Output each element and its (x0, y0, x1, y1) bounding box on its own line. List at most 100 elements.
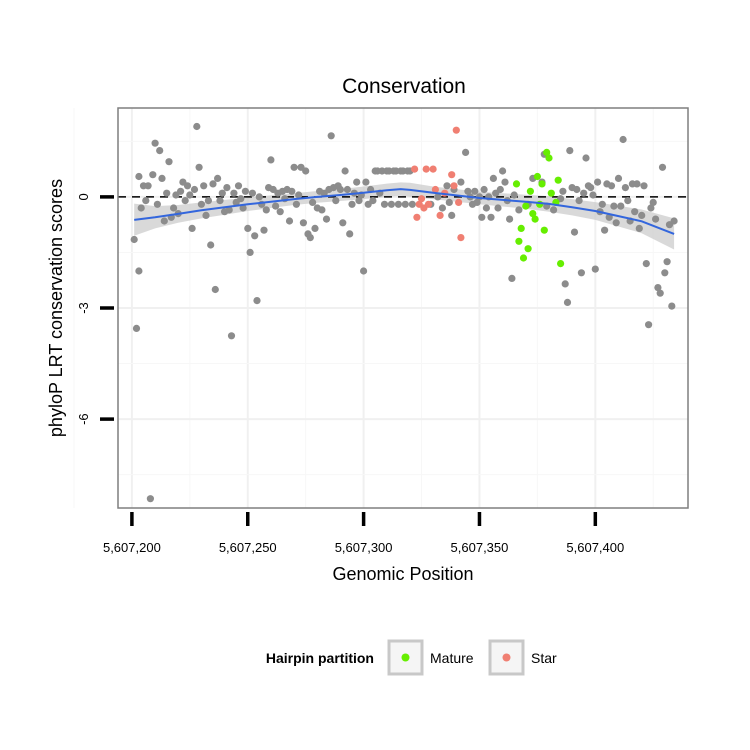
other-point (130, 235, 138, 244)
other-point (195, 163, 203, 171)
other-point (566, 147, 574, 155)
other-point (489, 174, 497, 182)
other-point (251, 232, 259, 240)
mature-point (512, 180, 521, 188)
other-point (135, 172, 143, 181)
plot-border (117, 107, 689, 509)
other-point (445, 198, 453, 206)
other-point (401, 200, 409, 208)
other-point (188, 224, 196, 232)
other-point (244, 224, 252, 232)
other-point (267, 156, 275, 164)
mature-point (554, 176, 562, 184)
other-point (209, 180, 217, 188)
other-point (438, 204, 446, 212)
mature-point (519, 254, 528, 262)
other-point (457, 178, 465, 186)
other-point (443, 182, 451, 190)
other-point (353, 178, 361, 186)
x-axis: 5,607,200 5,607,250 5,607,300 5,607,350 5,60… (103, 512, 624, 555)
other-point (658, 163, 667, 171)
other-point (137, 204, 145, 212)
other-point (506, 215, 514, 223)
smooth-line-path (134, 188, 675, 235)
legend-marker-star (502, 653, 511, 662)
other-point (635, 224, 643, 232)
star-point (452, 126, 460, 134)
other-point (573, 185, 581, 194)
other-point (448, 211, 456, 219)
other-point (369, 197, 377, 205)
other-point (591, 265, 599, 273)
other-point (494, 204, 502, 212)
x-tick-label: 5,607,200 (103, 540, 161, 555)
other-point (656, 289, 664, 297)
other-point (582, 154, 590, 162)
other-point (499, 167, 507, 175)
other-point (577, 269, 586, 277)
other-point (654, 284, 662, 292)
other-point (598, 200, 606, 208)
star-point (413, 213, 421, 221)
star-point (429, 165, 437, 173)
other-point (617, 202, 625, 210)
other-point (225, 206, 233, 214)
other-point (230, 189, 238, 197)
other-point (248, 189, 256, 197)
chart-title: Conservation (342, 75, 466, 98)
y-axis-title: phyloP LRT conservation scores (46, 179, 66, 437)
other-point (276, 208, 284, 216)
other-point (587, 184, 595, 192)
other-point (668, 302, 676, 310)
other-point (216, 197, 224, 205)
star-point (417, 195, 426, 203)
other-point (434, 193, 442, 201)
other-point (341, 167, 349, 175)
other-point (362, 178, 370, 186)
confidence-band (134, 182, 675, 250)
other-point (661, 269, 669, 277)
other-point (288, 187, 296, 195)
other-point (165, 158, 173, 166)
other-point (204, 197, 212, 205)
other-point (360, 267, 368, 275)
other-point (496, 185, 504, 194)
data-points (130, 122, 678, 503)
other-point (478, 213, 486, 221)
star-point (411, 165, 419, 173)
other-point (570, 228, 579, 236)
other-point (306, 234, 314, 242)
other-point (160, 217, 168, 225)
star-point (455, 198, 463, 206)
other-point (332, 197, 340, 205)
other-point (336, 185, 344, 194)
other-point (255, 193, 263, 201)
other-point (563, 298, 572, 306)
other-point (309, 198, 317, 206)
other-point (614, 174, 623, 182)
other-point (153, 200, 161, 208)
other-point (501, 178, 509, 186)
mature-point (522, 202, 530, 210)
other-point (239, 204, 247, 212)
y-axis: 0 -3 -6 (76, 193, 114, 425)
other-point (181, 197, 189, 205)
other-point (142, 197, 150, 205)
x-tick-label: 5,607,400 (566, 540, 624, 555)
other-point (327, 132, 335, 140)
other-point (343, 185, 351, 194)
other-point (594, 178, 602, 186)
other-point (649, 198, 657, 206)
other-point (302, 167, 310, 175)
x-axis-title: Genomic Position (332, 564, 473, 584)
other-point (163, 189, 171, 197)
other-point (633, 180, 641, 188)
other-point (299, 219, 307, 227)
other-point (642, 260, 650, 268)
legend: Hairpin partition Mature Star (266, 639, 557, 676)
other-point (462, 148, 470, 156)
mature-point (517, 224, 525, 232)
other-point (601, 226, 609, 234)
other-point (253, 297, 261, 305)
other-point (135, 267, 143, 275)
